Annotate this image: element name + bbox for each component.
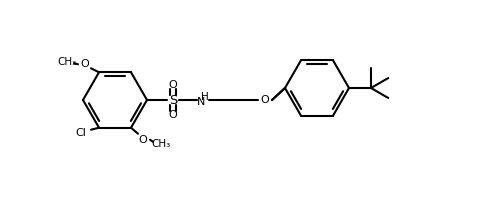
Text: N: N xyxy=(197,97,205,107)
Text: O: O xyxy=(169,80,178,90)
Text: CH₃: CH₃ xyxy=(152,139,171,149)
Text: H: H xyxy=(201,92,209,102)
Text: Cl: Cl xyxy=(76,128,87,138)
Text: O: O xyxy=(81,59,90,69)
Text: S: S xyxy=(169,93,177,106)
Text: CH₃: CH₃ xyxy=(58,57,77,67)
Text: O: O xyxy=(261,95,270,105)
Text: O: O xyxy=(139,135,148,145)
Text: O: O xyxy=(169,110,178,120)
